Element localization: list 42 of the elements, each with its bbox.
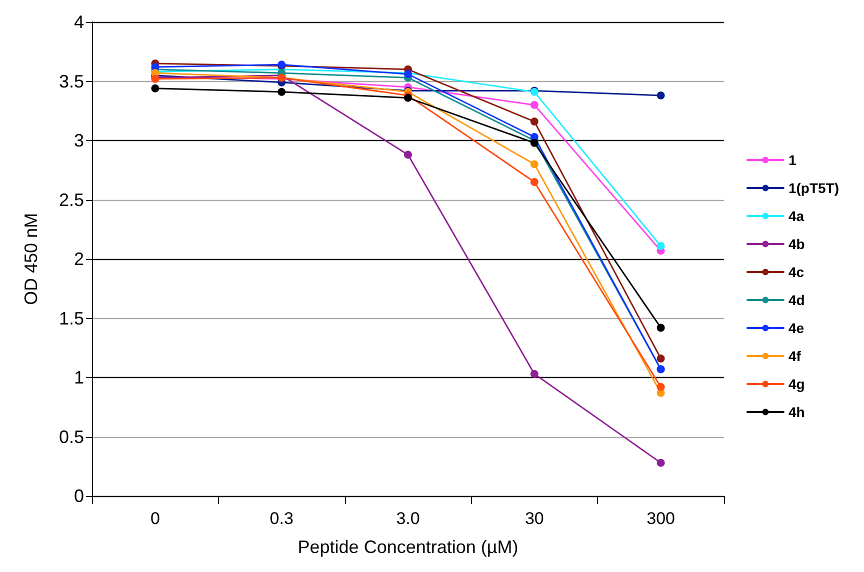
point <box>656 242 665 250</box>
point <box>530 178 538 186</box>
y-tick-label: 2.5 <box>58 190 84 210</box>
point <box>404 150 412 159</box>
y-tick-label: 0.5 <box>58 426 84 447</box>
y-tick-label: 2 <box>74 249 84 269</box>
y-tick-label: 3.5 <box>58 71 84 92</box>
point <box>656 382 665 391</box>
legend-label: 4h <box>788 404 805 420</box>
x-tick-label: 0.3 <box>270 509 294 528</box>
y-tick-label: 1 <box>74 368 84 388</box>
legend-label: 4a <box>788 208 804 224</box>
x-tick-label: 30 <box>524 509 544 528</box>
x-tick-label: 3.0 <box>396 509 420 528</box>
x-axis-title: Peptide Concentration (µM) <box>298 537 518 557</box>
point <box>530 138 538 147</box>
point <box>404 94 412 102</box>
point <box>656 324 665 332</box>
legend-label: 4f <box>788 348 802 364</box>
point <box>530 100 538 109</box>
legend-label: 4e <box>788 320 804 336</box>
point <box>656 458 665 467</box>
y-tick-label: 0 <box>74 486 84 506</box>
legend-label: 1(pT5T) <box>788 180 840 196</box>
y-tick-label: 4 <box>74 12 84 32</box>
point <box>656 91 665 100</box>
point <box>530 118 538 126</box>
legend-label: 4d <box>788 292 805 308</box>
point <box>656 354 665 363</box>
y-tick-label: 1.5 <box>58 308 84 328</box>
legend-label: 4c <box>788 264 804 280</box>
legend-label: 1 <box>788 152 796 168</box>
x-tick-label: 0 <box>150 509 160 528</box>
y-axis-title: OD 450 nM <box>21 212 41 306</box>
legend-label: 4b <box>788 236 805 252</box>
x-tick-label: 300 <box>646 509 675 528</box>
point <box>278 88 286 96</box>
legend-label: 4g <box>788 376 805 392</box>
y-tick-label: 3 <box>74 130 84 150</box>
point <box>151 84 160 92</box>
point <box>530 370 538 378</box>
point <box>530 160 538 168</box>
